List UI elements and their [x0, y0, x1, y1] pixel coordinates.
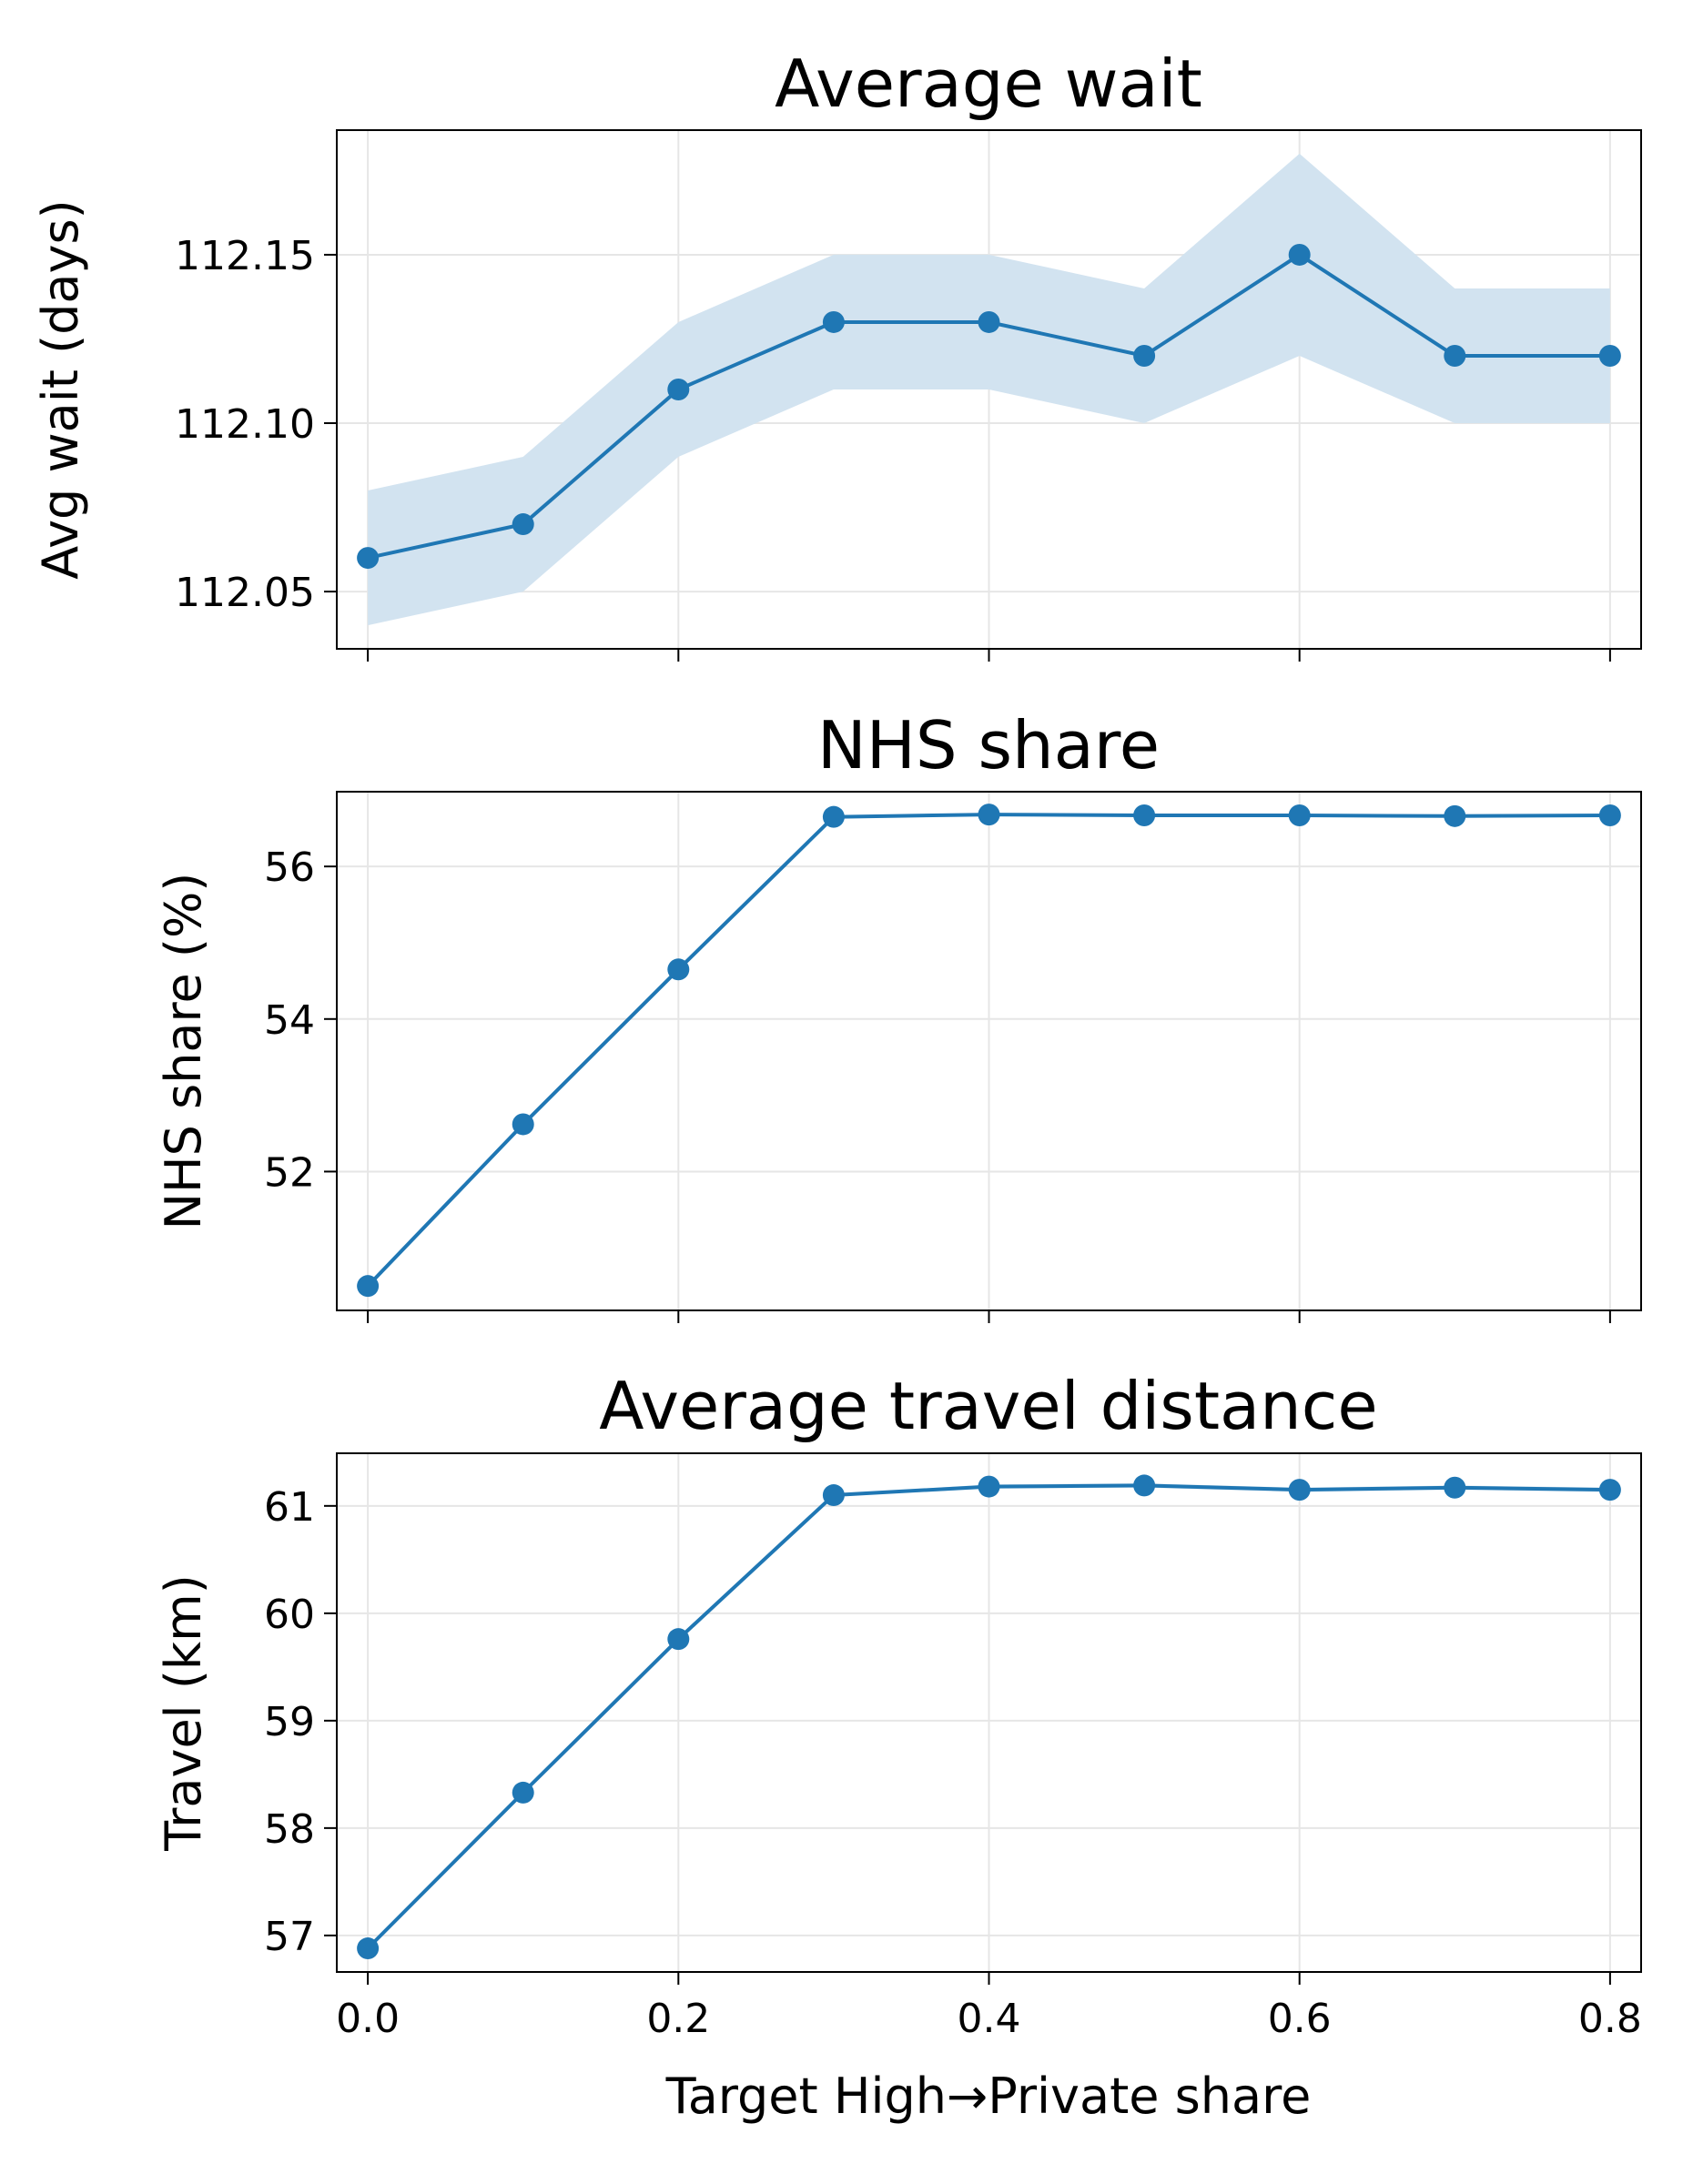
data-point [978, 1475, 1000, 1498]
data-point [667, 958, 690, 981]
y-tick-label: 112.15 [175, 233, 315, 279]
chart-title: Average wait [775, 46, 1202, 122]
tick-layer: 112.05 112.10 112.15 [175, 233, 1611, 662]
data-point [357, 1937, 380, 1960]
grid-layer [337, 1453, 1641, 1972]
data-point [1288, 804, 1311, 826]
data-point [822, 1484, 845, 1507]
panel-average-wait: 112.05 112.10 112.15 Average wait Avg wait… [32, 46, 1642, 662]
plot-frame [336, 791, 1642, 1311]
y-tick-label: 52 [264, 1149, 315, 1196]
y-axis-label: Travel (km) [155, 1574, 212, 1852]
series-layer [357, 1474, 1621, 1960]
data-point [978, 804, 1000, 826]
series-layer [357, 243, 1621, 570]
data-point [1598, 804, 1621, 826]
data-point [1288, 1479, 1311, 1502]
y-tick-label: 56 [264, 844, 315, 891]
grid-layer [337, 792, 1641, 1310]
data-point [1444, 1476, 1466, 1499]
data-point [1598, 344, 1621, 367]
x-tick-label: 0.6 [1268, 1996, 1332, 2042]
data-point [1288, 243, 1311, 266]
y-tick-label: 59 [264, 1699, 315, 1745]
chart-title: Average travel distance [599, 1368, 1377, 1444]
y-axis-label: NHS share (%) [155, 873, 212, 1230]
data-point [667, 1628, 690, 1651]
data-point [1133, 1474, 1156, 1497]
data-point [1598, 1479, 1621, 1502]
data-point [512, 1113, 534, 1136]
y-tick-label: 112.10 [175, 401, 315, 448]
y-axis-label: Avg wait (days) [32, 199, 89, 579]
data-point [1133, 804, 1156, 826]
data-point [512, 513, 534, 536]
y-tick-label: 60 [264, 1592, 315, 1638]
data-point [357, 547, 380, 570]
y-tick-label: 61 [264, 1484, 315, 1531]
y-tick-label: 112.05 [175, 570, 315, 616]
x-tick-label: 0.0 [336, 1996, 400, 2042]
panel-nhs-share: 52 54 56 NHS share NHS share (%) [155, 707, 1642, 1323]
data-point [357, 1275, 380, 1298]
x-tick-label: 0.4 [958, 1996, 1021, 2042]
x-axis-label: Target High→Private share [665, 2068, 1312, 2125]
series-layer [357, 804, 1621, 1298]
band-layer [368, 153, 1610, 626]
data-point [978, 310, 1000, 333]
data-point [1444, 804, 1466, 827]
y-tick-label: 58 [264, 1806, 315, 1853]
y-tick-label: 57 [264, 1914, 315, 1960]
y-tick-label: 54 [264, 997, 315, 1044]
data-point [1444, 344, 1466, 367]
data-point [512, 1781, 534, 1804]
tick-layer: 0.0 0.2 0.4 0.6 0.8 57 58 59 60 61 [264, 1484, 1642, 2042]
x-tick-label: 0.8 [1578, 1996, 1642, 2042]
data-point [1133, 344, 1156, 367]
data-point [667, 379, 690, 400]
panel-average-travel-distance: 0.0 0.2 0.4 0.6 0.8 57 58 59 60 61 Average travel… [155, 1368, 1642, 2125]
tick-layer: 52 54 56 [264, 844, 1611, 1323]
plot-frame [336, 1452, 1642, 1973]
data-point [822, 310, 845, 333]
plot-frame [336, 129, 1642, 650]
chart-title: NHS share [817, 707, 1160, 784]
x-tick-label: 0.2 [646, 1996, 710, 2042]
confidence-band [368, 153, 1610, 626]
data-point [822, 805, 845, 828]
